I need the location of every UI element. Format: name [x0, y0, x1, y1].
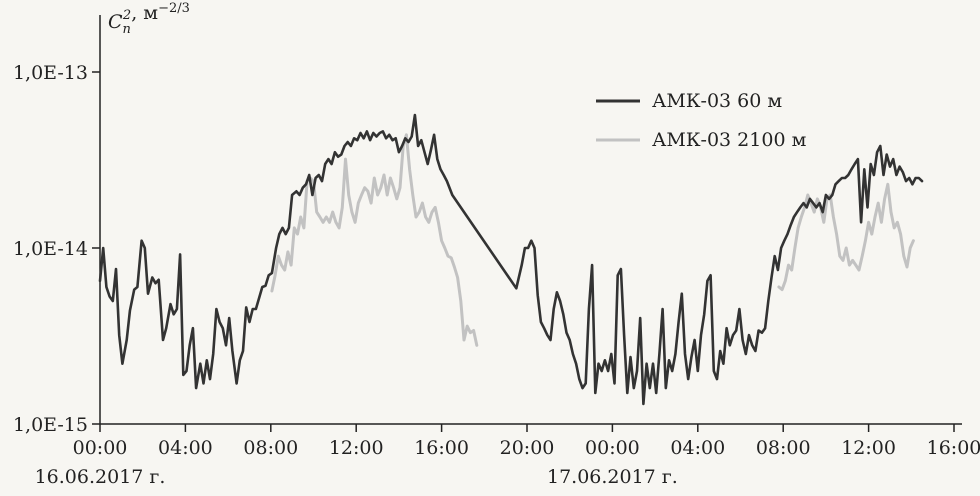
legend-label: АМК-03 60 м — [652, 90, 782, 112]
x-tick-label: 08:00 — [756, 437, 811, 459]
series-layer — [98, 113, 924, 406]
x-tick-label: 16:00 — [414, 437, 469, 459]
x-ticks: 00:00 04:00 08:00 12:00 16:00 20:00 00:00 04:00… — [35, 424, 980, 488]
y-tick-label: 1,0E-15 — [13, 414, 88, 436]
axes — [99, 15, 962, 425]
legend-label: АМК-03 2100 м — [652, 129, 807, 151]
x-tick-label: 12:00 — [329, 437, 384, 459]
x-tick-label: 16:00 — [927, 437, 980, 459]
x-tick-label: 04:00 — [158, 437, 213, 459]
series-line-60m — [98, 113, 924, 406]
series-line-2100m — [270, 133, 915, 347]
date-label: 17.06.2017 г. — [547, 466, 678, 488]
x-tick-label: 20:00 — [500, 437, 555, 459]
legend: АМК-03 60 м АМК-03 2100 м — [596, 90, 807, 151]
y-axis-title: Cn2, м−2/3 — [108, 1, 190, 37]
x-tick-label: 00:00 — [585, 437, 640, 459]
y-ticks: 1,0E-13 1,0E-14 1,0E-15 — [13, 62, 100, 436]
x-tick-label: 12:00 — [841, 437, 896, 459]
x-tick-label: 00:00 — [73, 437, 128, 459]
y-tick-label: 1,0E-13 — [13, 62, 88, 84]
date-label: 16.06.2017 г. — [35, 466, 166, 488]
x-tick-label: 08:00 — [243, 437, 298, 459]
x-tick-label: 04:00 — [670, 437, 725, 459]
y-tick-label: 1,0E-14 — [13, 238, 88, 260]
